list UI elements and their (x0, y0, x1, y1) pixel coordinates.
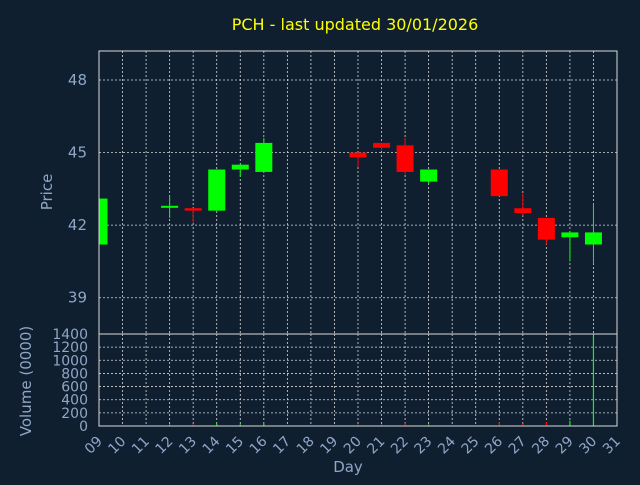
price-axis-label: Price (38, 174, 56, 211)
volume-tick-label: 400 (61, 393, 88, 409)
volume-tick-label: 1400 (52, 327, 88, 343)
x-tick-label: 24 (435, 433, 459, 457)
candle (98, 198, 108, 245)
x-tick-label: 26 (482, 433, 506, 457)
x-tick-label: 25 (459, 434, 483, 458)
candle-body (396, 145, 414, 172)
x-tick-label: 31 (600, 434, 624, 458)
volume-panel-frame (98, 333, 618, 427)
volume-tick-label: 600 (61, 380, 88, 396)
x-tick-label: 27 (506, 434, 530, 458)
x-tick-label: 14 (200, 433, 224, 457)
candle-body (99, 198, 108, 245)
x-tick-label: 15 (223, 434, 247, 458)
price-candles (98, 138, 602, 264)
volume-tick-label: 1200 (52, 340, 88, 356)
candle (514, 193, 532, 216)
price-tick-label: 48 (68, 71, 87, 89)
x-tick-label: 09 (82, 434, 106, 458)
x-tick-label: 21 (364, 434, 388, 458)
candle-body (584, 232, 602, 245)
x-tick-label: 18 (294, 434, 318, 458)
candle-body (231, 164, 249, 170)
volume-tick-label: 200 (61, 406, 88, 422)
candle-body (184, 208, 202, 211)
candle-body (537, 217, 555, 240)
candle (561, 232, 579, 262)
x-axis-ticks: 09 10 11 12 13 14 15 16 17 18 19 20 21 22 23 24 25 26 27 28… (82, 433, 624, 457)
candle (349, 152, 367, 168)
candle-body (514, 208, 532, 214)
x-tick-label: 16 (247, 433, 271, 457)
volume-tick-label: 1000 (52, 353, 88, 369)
candle-body (161, 205, 179, 208)
candle (255, 138, 273, 172)
x-tick-label: 23 (412, 434, 436, 458)
price-tick-label: 45 (68, 144, 87, 162)
x-tick-label: 17 (270, 434, 294, 458)
x-axis-label: Day (333, 458, 363, 476)
candle (373, 142, 391, 151)
candle-body (490, 169, 508, 197)
candle-body (349, 152, 367, 158)
x-tick-label: 12 (153, 434, 177, 458)
price-tick-label: 42 (68, 216, 87, 234)
candle (231, 164, 249, 177)
price-tick-label: 39 (68, 289, 87, 307)
candle (184, 208, 202, 223)
candle (490, 169, 508, 197)
candle-body (561, 232, 579, 238)
x-tick-label: 22 (388, 434, 412, 458)
candle (161, 196, 179, 218)
candle (208, 169, 226, 211)
candle-body (420, 169, 438, 182)
x-tick-label: 20 (341, 434, 365, 458)
x-tick-label: 11 (129, 434, 153, 458)
volume-axis-label: Volume (0000) (17, 326, 35, 436)
x-tick-label: 28 (529, 434, 553, 458)
candle (537, 217, 555, 245)
x-tick-label: 29 (553, 434, 577, 458)
x-tick-label: 10 (105, 434, 129, 458)
candle (584, 203, 602, 264)
chart-title: PCH - last updated 30/01/2026 (232, 15, 479, 34)
candle-body (373, 142, 391, 148)
candle-body (255, 142, 273, 172)
price-axis-ticks: 48 45 42 39 (68, 71, 87, 307)
volume-tick-label: 800 (61, 366, 88, 382)
candle-body (208, 169, 226, 211)
volume-bars (98, 335, 595, 426)
x-tick-label: 19 (317, 434, 341, 458)
x-tick-label: 30 (576, 434, 600, 458)
candle (420, 169, 438, 185)
candle (396, 138, 414, 175)
volume-tick-label: 0 (79, 419, 88, 435)
x-tick-label: 13 (176, 434, 200, 458)
